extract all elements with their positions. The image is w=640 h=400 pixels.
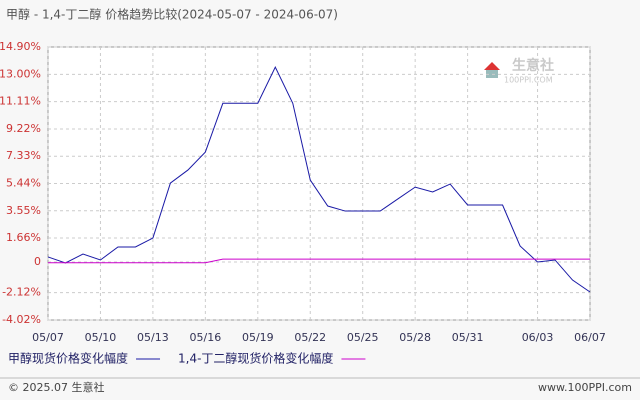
x-tick-label: 05/31 <box>452 331 484 344</box>
logo-icon <box>484 62 500 70</box>
x-tick-label: 05/25 <box>347 331 379 344</box>
x-tick-label: 05/22 <box>294 331 326 344</box>
x-tick-label: 05/07 <box>32 331 64 344</box>
y-tick-label: 11.11% <box>0 95 41 108</box>
logo-name: 生意社 <box>512 57 554 74</box>
x-tick-label: 05/13 <box>137 331 169 344</box>
y-tick-label: 7.33% <box>6 149 41 162</box>
footer-right: www.100PPI.com <box>538 381 632 394</box>
y-tick-label: 3.55% <box>6 204 41 217</box>
y-tick-label: -4.02% <box>2 313 41 326</box>
x-tick-label: 05/16 <box>190 331 222 344</box>
x-tick-label: 06/03 <box>522 331 554 344</box>
x-tick-label: 05/10 <box>85 331 117 344</box>
y-tick-label: 9.22% <box>6 122 41 135</box>
legend-label: 甲醇现货价格变化幅度 <box>8 351 128 366</box>
y-tick-label: 13.00% <box>0 67 41 80</box>
y-tick-label: 1.66% <box>6 231 41 244</box>
y-tick-label: 5.44% <box>6 177 41 190</box>
y-tick-label: 14.90% <box>0 40 41 53</box>
x-tick-label: 05/19 <box>242 331 274 344</box>
legend-label: 1,4-丁二醇现货价格变化幅度 <box>178 351 333 366</box>
x-tick-label: 05/28 <box>399 331 431 344</box>
logo-site: 100PPI.COM <box>504 76 553 85</box>
footer-left: © 2025.07 生意社 <box>8 380 104 394</box>
series-line <box>48 258 590 264</box>
y-tick-label: -2.12% <box>2 286 41 299</box>
chart-title: 甲醇 - 1,4-丁二醇 价格趋势比较(2024-05-07 - 2024-06… <box>6 7 338 22</box>
x-tick-label: 06/07 <box>574 331 606 344</box>
y-tick-label: 0 <box>34 255 41 268</box>
series-line <box>47 66 591 293</box>
